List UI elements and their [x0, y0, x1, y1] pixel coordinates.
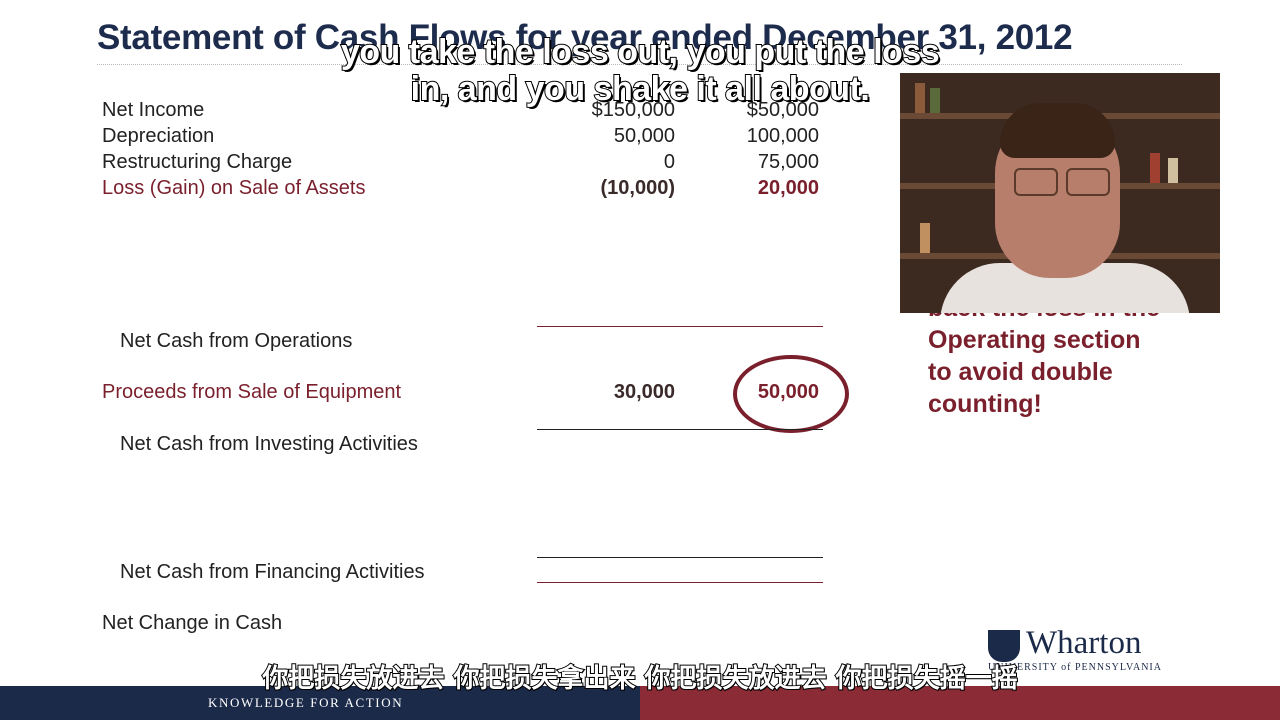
- proceeds-value-1: 30,000: [613, 381, 675, 403]
- proceeds-label: Proceeds from Sale of Equipment: [102, 381, 402, 403]
- row-depreciation-label: Depreciation: [102, 125, 215, 147]
- row-depreciation-value-1: 50,000: [613, 125, 675, 147]
- row-loss-gain-value-2: 20,000: [757, 177, 819, 199]
- row-depreciation-value-2: 100,000: [746, 125, 819, 147]
- footer-right-panel: [640, 686, 1280, 720]
- row-net-income-value-1: $150,000: [591, 99, 675, 121]
- book: [930, 88, 940, 113]
- wharton-shield-icon: [988, 630, 1020, 662]
- financing-rule-top: [537, 557, 823, 558]
- row-net-income-label: Net Income: [102, 99, 205, 121]
- net-change-label: Net Change in Cash: [102, 612, 283, 634]
- footer-left-panel: [0, 686, 640, 720]
- row-restructuring-value-1: 0: [663, 151, 675, 173]
- financing-rule-bottom: [537, 582, 823, 583]
- wharton-logo-name: Wharton: [1026, 625, 1142, 661]
- footer-bar: KNOWLEDGE FOR ACTION: [0, 686, 1280, 720]
- net-cash-investing-label: Net Cash from Investing Activities: [120, 433, 418, 455]
- row-restructuring-label: Restructuring Charge: [102, 151, 293, 173]
- side-note-line: to avoid double: [928, 358, 1113, 386]
- highlight-circle: [733, 355, 849, 433]
- net-cash-operations-label: Net Cash from Operations: [120, 330, 353, 352]
- chinese-caption: 你把损失放进去 你把损失拿出来 你把损失放进去 你把损失摇一摇: [261, 663, 1018, 695]
- row-restructuring-value-2: 75,000: [757, 151, 819, 173]
- book: [1168, 158, 1178, 183]
- presenter-hair: [1000, 103, 1115, 158]
- investing-subtotal-rule: [537, 429, 823, 430]
- glasses-lens: [1014, 168, 1058, 196]
- wharton-logo-subtitle: UNIVERSITY of PENNSYLVANIA: [988, 662, 1162, 673]
- book: [1150, 153, 1160, 183]
- book: [915, 83, 925, 113]
- glasses: [1010, 168, 1110, 196]
- row-loss-gain-value-1: (10,000): [600, 177, 676, 199]
- wharton-logo: Wharton UNIVERSITY of PENNSYLVANIA: [988, 625, 1198, 673]
- row-net-income-value-2: $50,000: [746, 99, 819, 121]
- english-caption-line-1: you take the loss out, you put the loss: [340, 32, 941, 72]
- book: [920, 223, 930, 253]
- title-divider: [97, 64, 1182, 65]
- slide-title: Statement of Cash Flows for year ended D…: [97, 18, 1073, 57]
- net-cash-financing-label: Net Cash from Financing Activities: [120, 561, 425, 583]
- side-note-line: counting!: [928, 390, 1042, 418]
- side-note-line: Operating section: [928, 326, 1141, 354]
- footer-tagline: KNOWLEDGE FOR ACTION: [208, 695, 404, 710]
- row-loss-gain-label: Loss (Gain) on Sale of Assets: [102, 177, 366, 199]
- operations-subtotal-rule: [537, 326, 823, 327]
- glasses-lens: [1066, 168, 1110, 196]
- english-caption-line-2: in, and you shake it all about.: [410, 69, 871, 109]
- presenter-video: [900, 73, 1220, 313]
